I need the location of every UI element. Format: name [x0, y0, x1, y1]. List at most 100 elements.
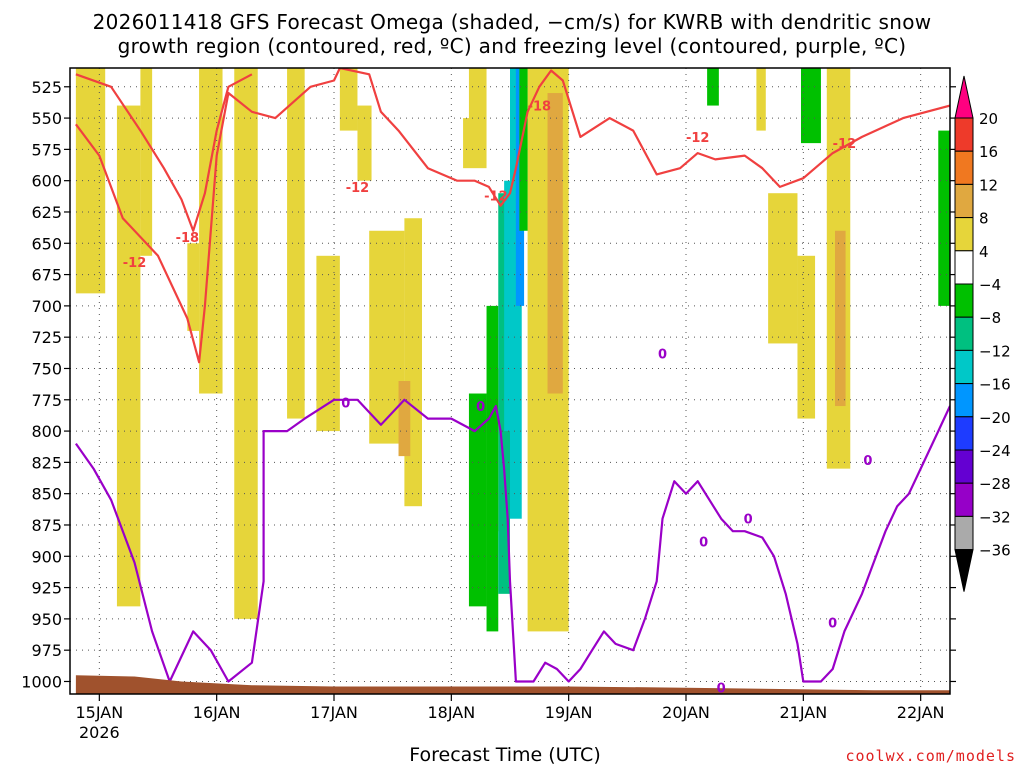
- x-axis-label: Forecast Time (UTC): [409, 744, 601, 766]
- y-tick-label-1000: 1000: [21, 672, 62, 691]
- y-tick-label-625: 625: [31, 203, 62, 222]
- x-tick-label-21JAN: 21JAN: [779, 703, 827, 722]
- omega-shade-31: [800, 68, 821, 144]
- colorbar-label-8: −16: [979, 376, 1011, 394]
- colorbar-label-13: −36: [979, 542, 1011, 560]
- y-tick-label-850: 850: [31, 485, 62, 504]
- contour-label-2-3: 0: [699, 535, 708, 550]
- contour-label-2-4: 0: [744, 513, 753, 528]
- colorbar-bin-8: [954, 383, 974, 418]
- contour-label-2-2: 0: [658, 347, 667, 362]
- colorbar-bin-6: [954, 316, 974, 351]
- colorbar-label-0: 20: [979, 110, 998, 128]
- terrain-fill: [75, 675, 950, 694]
- colorbar-bin-2: [954, 183, 974, 219]
- contour-label-1-0: -18: [176, 231, 200, 246]
- omega-shade-3: [187, 243, 200, 331]
- omega-shade-24: [486, 305, 499, 632]
- omega-shade-22: [445, 68, 469, 119]
- chart-title-line-2: growth region (contoured, red, ºC) and f…: [117, 34, 907, 58]
- contour-line-0: [75, 68, 950, 364]
- omega-shade-6: [287, 68, 305, 419]
- colorbar-label-6: −8: [979, 309, 1001, 327]
- colorbar-bin-1: [954, 150, 974, 185]
- x-tick-label-19JAN: 19JAN: [545, 703, 593, 722]
- colorbar-label-7: −12: [979, 342, 1011, 360]
- colorbar-label-3: 8: [979, 210, 989, 228]
- colorbar-bin-12: [954, 515, 974, 551]
- omega-shade-18: [768, 193, 798, 344]
- credit-text: coolwx.com/models: [845, 747, 1016, 765]
- colorbar-label-5: −4: [979, 276, 1001, 294]
- colorbar-label-11: −28: [979, 475, 1011, 493]
- chart-title-line-1: 2026011418 GFS Forecast Omega (shaded, −…: [92, 10, 932, 34]
- omega-shade-29: [519, 68, 528, 231]
- colorbar-bin-9: [954, 416, 974, 451]
- omega-shade-17: [756, 68, 766, 131]
- contour-label-2-1: 0: [476, 400, 485, 415]
- contour-label-2-0: 0: [341, 396, 350, 411]
- colorbar-label-1: 16: [979, 143, 998, 161]
- contour-label-0-1: -12: [346, 181, 370, 196]
- plot-frame: [69, 67, 951, 695]
- colorbar-bin-0: [954, 117, 974, 152]
- omega-shade-23: [468, 393, 487, 607]
- x-tick-label-16JAN: 16JAN: [193, 703, 241, 722]
- contour-label-2-5: 0: [863, 454, 872, 469]
- contour-label-2-6: 0: [828, 617, 837, 632]
- y-tick-label-725: 725: [31, 328, 62, 347]
- contour-label-2-7: 0: [717, 682, 726, 697]
- omega-shade-11: [398, 381, 411, 457]
- colorbar-label-12: −32: [979, 508, 1011, 526]
- colorbar-label-9: −20: [979, 409, 1011, 427]
- x-tick-label-20JAN: 20JAN: [662, 703, 710, 722]
- colorbar-top-arrow: [954, 75, 974, 119]
- y-tick-label-975: 975: [31, 641, 62, 660]
- x-tick-label-18JAN: 18JAN: [427, 703, 475, 722]
- omega-shade-12: [357, 105, 372, 181]
- contour-label-0-4: -12: [833, 137, 857, 152]
- omega-shade-19: [797, 255, 816, 419]
- y-tick-label-875: 875: [31, 516, 62, 535]
- omega-shade-5: [234, 68, 258, 619]
- y-tick-label-525: 525: [31, 78, 62, 97]
- colorbar-label-2: 12: [979, 176, 998, 194]
- y-tick-label-950: 950: [31, 610, 62, 629]
- y-tick-label-925: 925: [31, 579, 62, 598]
- y-tick-label-825: 825: [31, 453, 62, 472]
- contour-label-0-0: -12: [123, 256, 147, 271]
- y-tick-label-575: 575: [31, 140, 62, 159]
- x-tick-label-22JAN: 22JAN: [897, 703, 945, 722]
- contour-line-2: [75, 398, 950, 683]
- colorbar-bin-4: [954, 250, 974, 285]
- colorbar-bottom-arrow: [954, 549, 974, 592]
- x-year-label: 2026: [79, 723, 120, 742]
- y-tick-label-650: 650: [31, 234, 62, 253]
- omega-shade-2: [140, 68, 153, 256]
- colorbar-label-10: −24: [979, 442, 1011, 460]
- colorbar-bin-7: [954, 349, 974, 385]
- contour-label-0-3: -12: [686, 131, 710, 146]
- y-tick-label-675: 675: [31, 266, 62, 285]
- colorbar-bin-3: [954, 217, 974, 252]
- omega-shade-21: [835, 230, 846, 407]
- colorbar-bin-5: [954, 283, 974, 318]
- omega-shade-7: [316, 255, 340, 432]
- y-tick-label-550: 550: [31, 109, 62, 128]
- contour-label-0-2: -12: [484, 190, 508, 205]
- contour-label-1-1: -18: [528, 100, 552, 115]
- colorbar-bin-10: [954, 449, 974, 484]
- y-tick-label-700: 700: [31, 297, 62, 316]
- y-tick-label-600: 600: [31, 172, 62, 191]
- omega-shade-8: [339, 68, 358, 131]
- contour-line-1: [75, 73, 253, 232]
- y-tick-label-750: 750: [31, 359, 62, 378]
- colorbar-label-4: 4: [979, 243, 989, 261]
- y-tick-label-800: 800: [31, 422, 62, 441]
- y-tick-label-775: 775: [31, 391, 62, 410]
- omega-shade-15: [547, 93, 563, 394]
- omega-shade-32: [938, 130, 950, 306]
- x-tick-label-15JAN: 15JAN: [75, 703, 123, 722]
- omega-shade-10: [404, 218, 422, 507]
